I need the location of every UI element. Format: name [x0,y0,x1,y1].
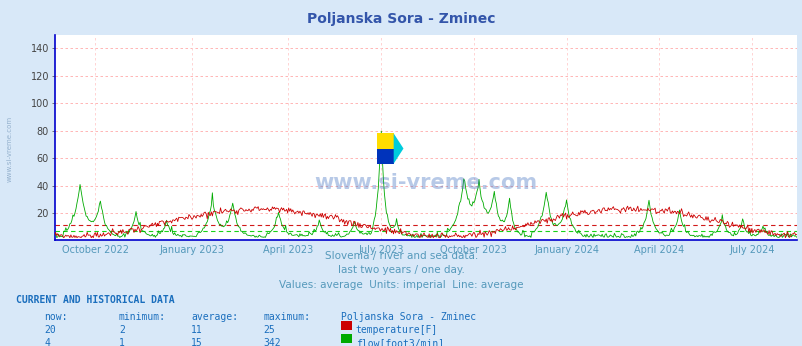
Text: 1: 1 [119,338,124,346]
Text: 20: 20 [44,325,56,335]
Text: Poljanska Sora - Zminec: Poljanska Sora - Zminec [341,312,476,322]
Text: Values: average  Units: imperial  Line: average: Values: average Units: imperial Line: av… [279,280,523,290]
Text: flow[foot3/min]: flow[foot3/min] [355,338,444,346]
Text: last two years / one day.: last two years / one day. [338,265,464,275]
Text: minimum:: minimum: [119,312,166,322]
Text: 11: 11 [191,325,203,335]
Text: www.si-vreme.com: www.si-vreme.com [6,116,13,182]
Text: 2: 2 [119,325,124,335]
Text: CURRENT AND HISTORICAL DATA: CURRENT AND HISTORICAL DATA [16,295,175,305]
Polygon shape [393,134,403,164]
Text: 25: 25 [263,325,275,335]
Text: maximum:: maximum: [263,312,310,322]
Text: 4: 4 [44,338,50,346]
Text: www.si-vreme.com: www.si-vreme.com [314,173,537,193]
Bar [377,134,393,164]
Bar [377,148,393,164]
Text: 15: 15 [191,338,203,346]
Text: temperature[F]: temperature[F] [355,325,437,335]
Text: 342: 342 [263,338,281,346]
Text: Slovenia / river and sea data.: Slovenia / river and sea data. [325,251,477,261]
Text: average:: average: [191,312,238,322]
Text: now:: now: [44,312,67,322]
Text: Poljanska Sora - Zminec: Poljanska Sora - Zminec [307,12,495,26]
